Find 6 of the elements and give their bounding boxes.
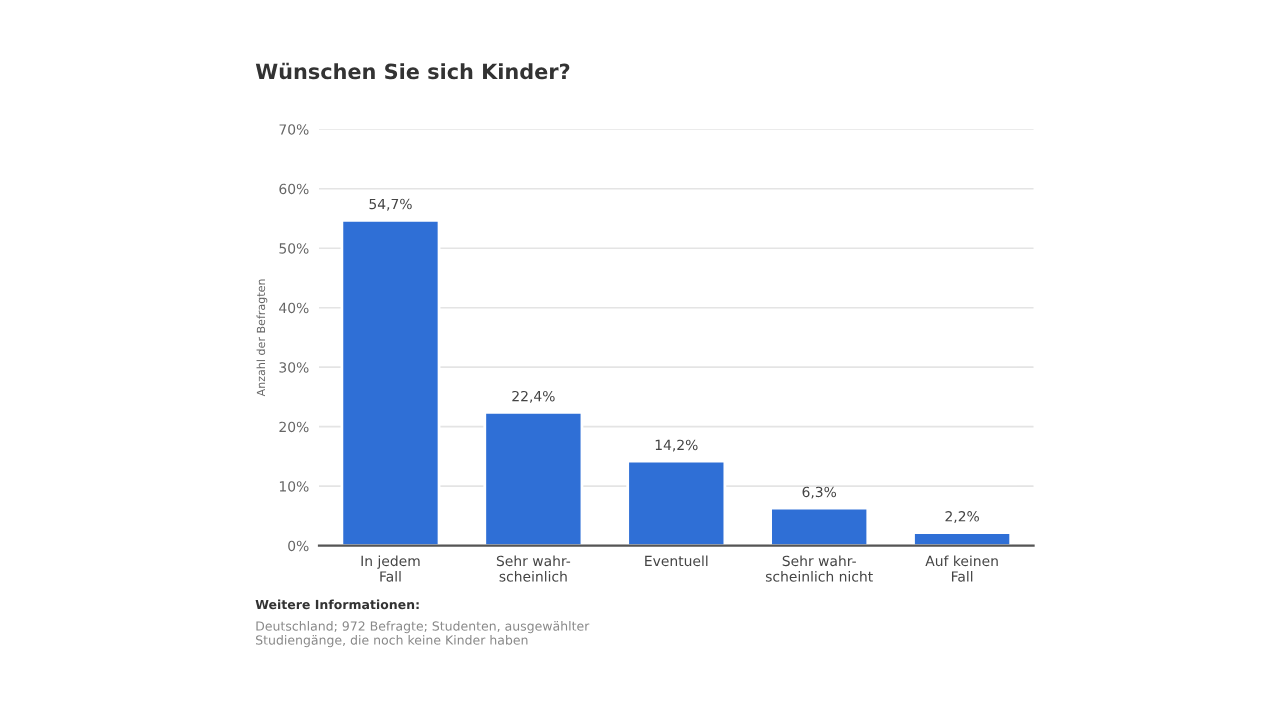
bar <box>483 411 584 546</box>
bar <box>769 506 870 546</box>
bar <box>912 531 1013 546</box>
chart-title: Wünschen Sie sich Kinder? <box>255 62 570 80</box>
bar <box>340 218 441 546</box>
bar <box>626 459 727 546</box>
